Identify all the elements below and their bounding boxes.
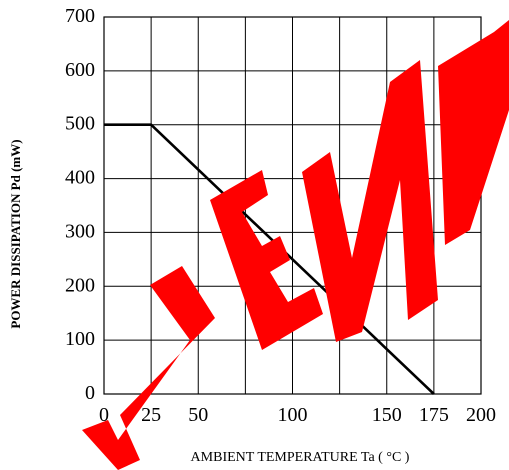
watermark	[82, 20, 509, 470]
y-tick-label: 100	[65, 328, 95, 350]
x-tick-label: 175	[419, 404, 449, 426]
x-tick-label: 0	[99, 404, 109, 426]
y-tick-labels: 0 100 200 300 400 500 600 700	[65, 5, 95, 404]
x-tick-label: 25	[141, 404, 161, 426]
y-tick-label: 700	[65, 5, 95, 27]
y-tick-label: 0	[85, 382, 95, 404]
x-tick-label: 200	[466, 404, 496, 426]
y-axis-label: POWER DISSIPATION Pd (mW)	[8, 139, 23, 328]
x-tick-label: 100	[278, 404, 308, 426]
y-tick-label: 400	[65, 167, 95, 189]
x-axis-label: AMBIENT TEMPERATURE Ta ( °C )	[191, 450, 410, 465]
y-tick-label: 300	[65, 220, 95, 242]
y-tick-label: 200	[65, 274, 95, 296]
x-tick-label: 50	[188, 404, 208, 426]
y-tick-label: 600	[65, 59, 95, 81]
x-tick-label: 150	[372, 404, 402, 426]
x-tick-labels: 0 25 50 100 150 175 200	[99, 404, 496, 426]
plot-frame	[103, 16, 482, 395]
y-tick-label: 500	[65, 113, 95, 135]
